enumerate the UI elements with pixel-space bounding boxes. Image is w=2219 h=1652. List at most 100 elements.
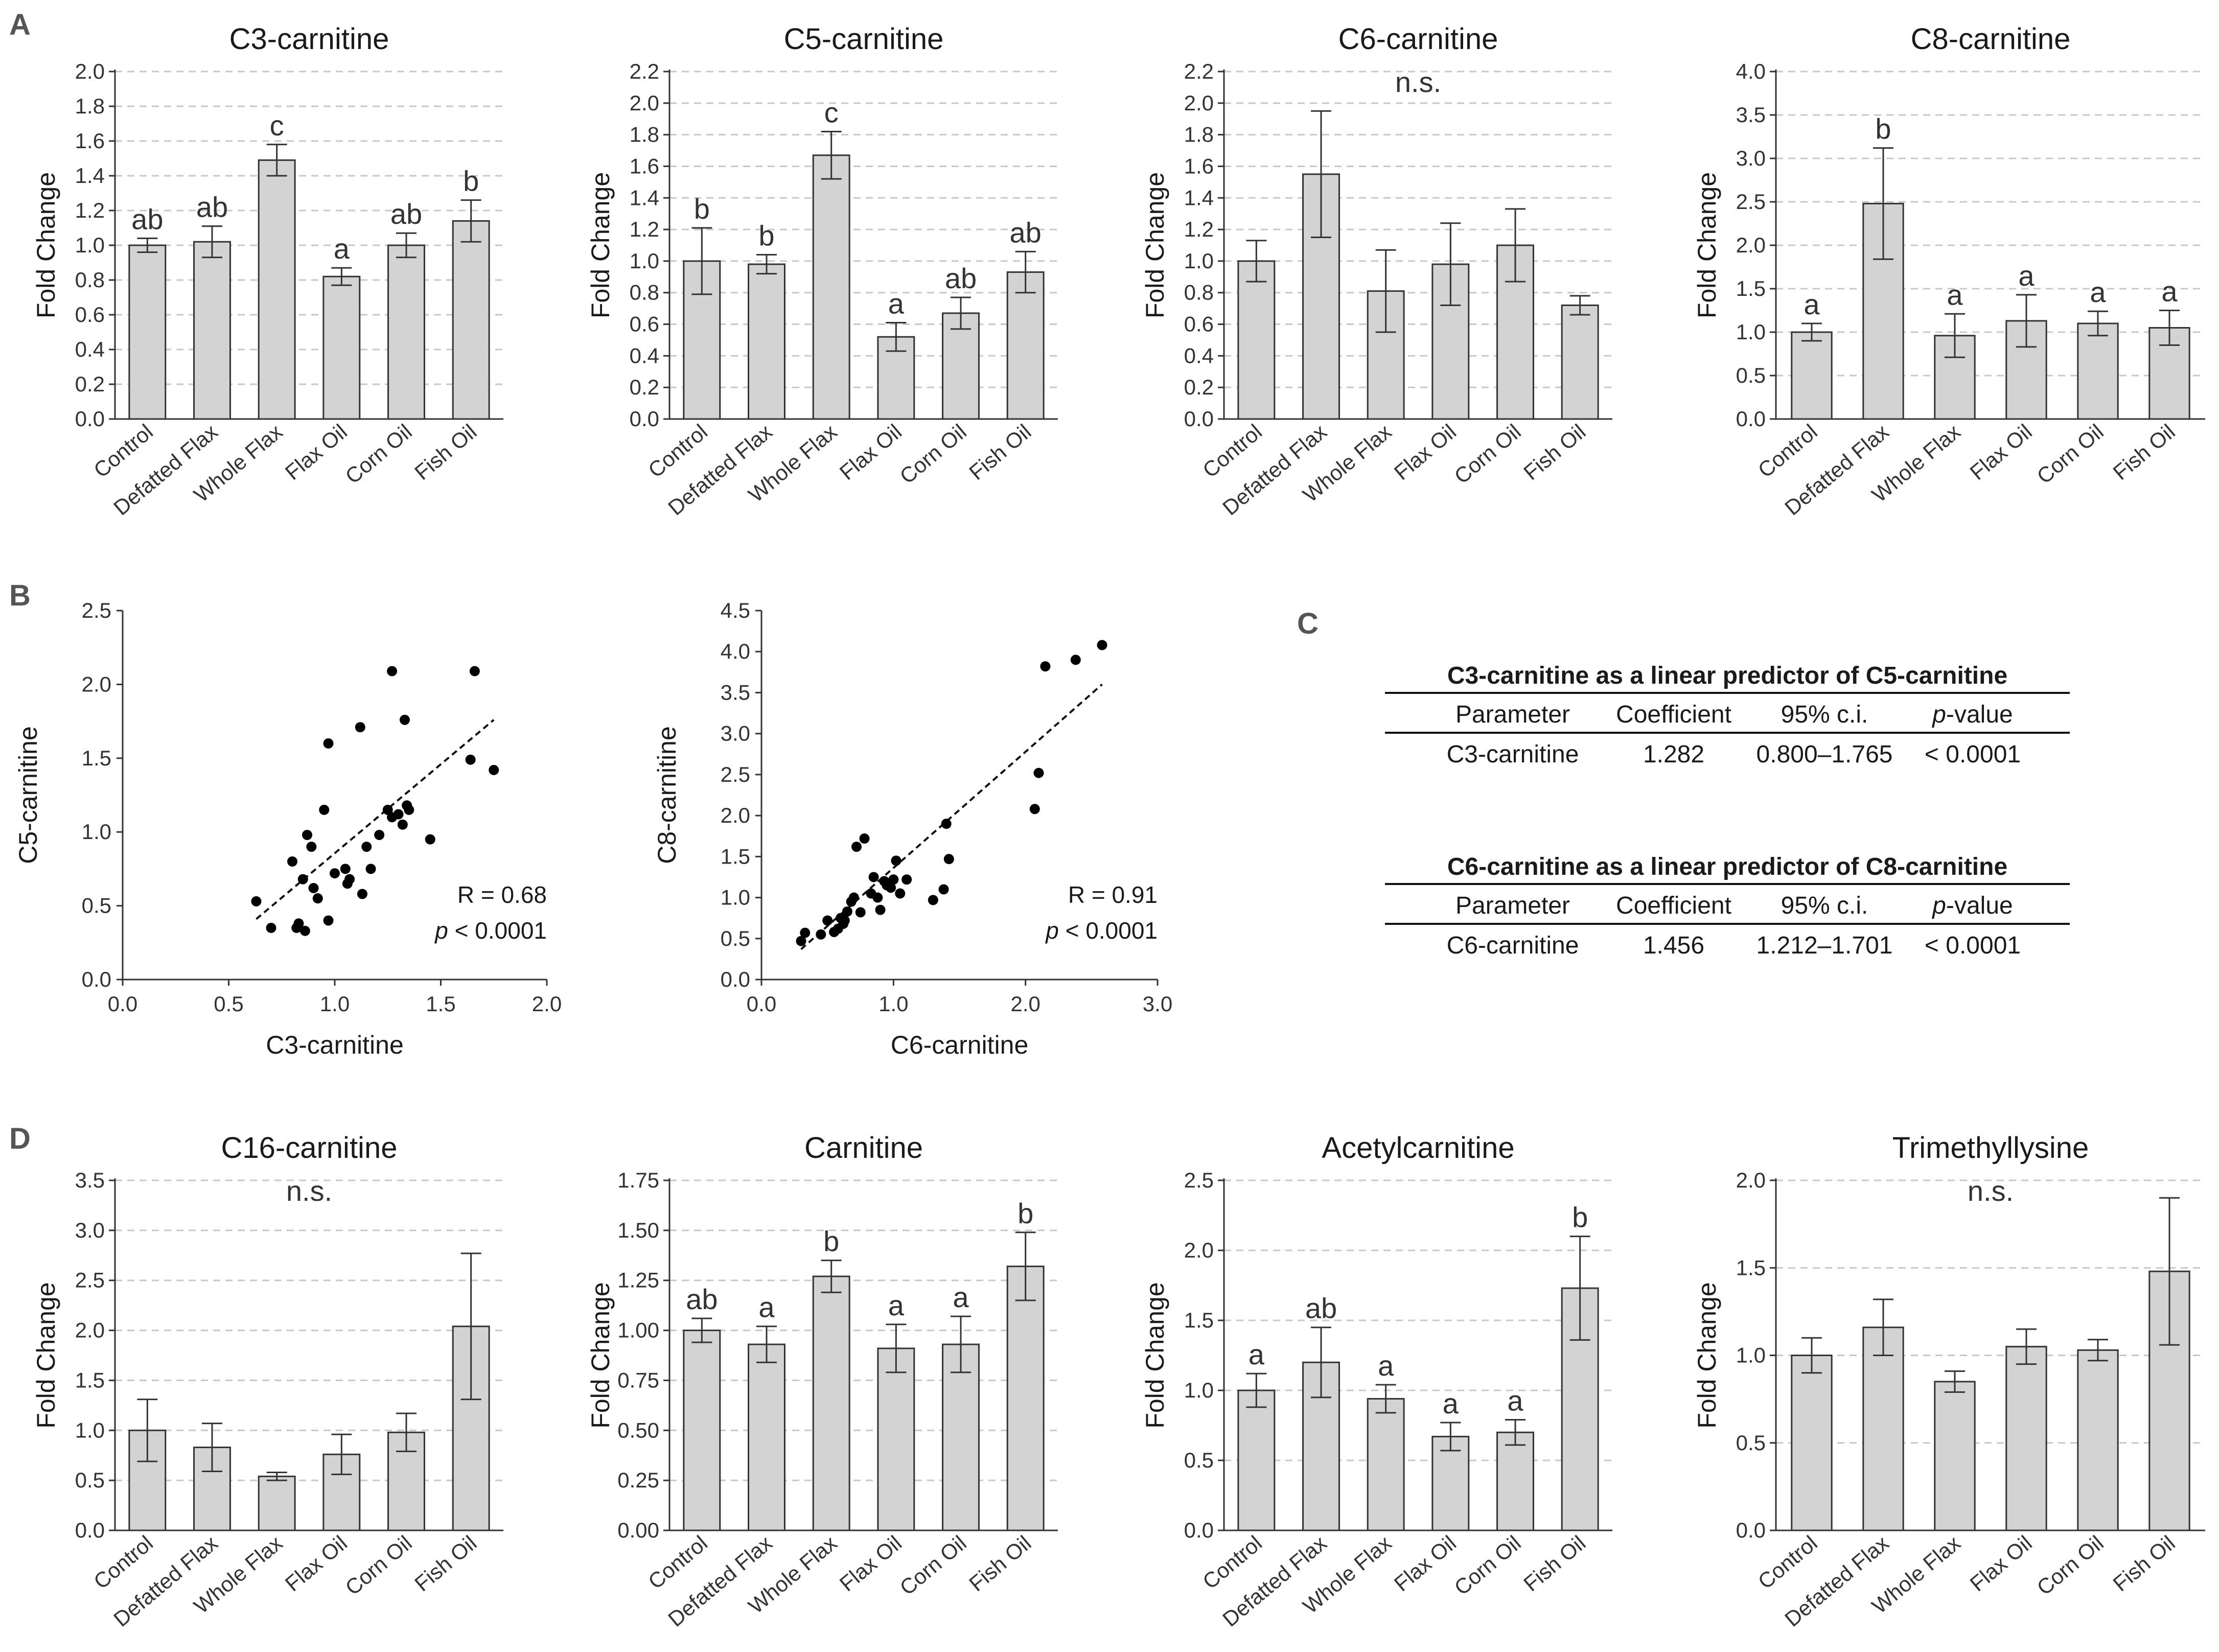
y-tick-label: 1.4 (75, 164, 105, 188)
y-axis-label: Fold Change (32, 172, 60, 318)
bar-chart-d1: 0.00.51.01.52.02.53.03.5ControlDefatted … (32, 1131, 503, 1631)
x-tick-label: Corn Oil (895, 1531, 971, 1600)
table-cell: C3-carnitine (1447, 741, 1579, 768)
significance-label: b (463, 165, 479, 197)
data-point (875, 904, 886, 915)
y-tick-label: 1.5 (1736, 1255, 1766, 1279)
significance-note: n.s. (1395, 66, 1441, 98)
x-tick-label: Fish Oil (2109, 1531, 2180, 1596)
y-tick-label: 1.0 (75, 1418, 105, 1442)
bar (877, 1347, 915, 1531)
significance-label: a (2161, 275, 2178, 308)
x-tick-label: Flax Oil (835, 1531, 906, 1596)
significance-label: c (270, 109, 284, 142)
data-point (323, 738, 334, 749)
x-axis-label: C6-carnitine (891, 1031, 1029, 1059)
data-point (796, 936, 806, 946)
significance-label: ab (131, 203, 163, 235)
x-tick-label: 3.0 (1143, 992, 1172, 1016)
data-point (846, 896, 857, 907)
data-point (868, 872, 879, 882)
y-tick-label: 3.5 (721, 680, 750, 704)
y-tick-label: 1.0 (1184, 1378, 1214, 1402)
bar (1006, 271, 1045, 420)
data-point (928, 895, 938, 905)
y-tick-label: 0.0 (721, 967, 750, 991)
panel-label-c: C (1297, 607, 1319, 640)
stat-p-value: < 0.0001 (1059, 917, 1158, 944)
y-axis-label: Fold Change (1693, 1282, 1721, 1428)
y-tick-label: 4.0 (721, 639, 750, 663)
y-tick-label: 0.0 (82, 967, 111, 991)
y-tick-label: 2.5 (82, 598, 111, 622)
x-tick-label: 2.0 (1010, 992, 1040, 1016)
data-point (855, 907, 866, 918)
bar (1006, 1265, 1045, 1531)
x-tick-label: Corn Oil (341, 420, 417, 488)
y-tick-label: 0.5 (721, 926, 750, 950)
x-tick-label: 1.0 (320, 992, 350, 1016)
chart-title: C3-carnitine (229, 22, 389, 56)
table-header-value: -value (1946, 701, 2013, 728)
significance-label: a (334, 232, 350, 265)
y-tick-label: 0.5 (1184, 1448, 1214, 1472)
y-tick-label: 0.6 (75, 303, 105, 327)
data-point (387, 666, 398, 677)
stat-p-symbol: p (434, 917, 448, 944)
y-axis-label: Fold Change (586, 1282, 615, 1428)
data-point (330, 868, 340, 879)
y-tick-label: 4.5 (721, 598, 750, 622)
y-tick-label: 0.0 (1184, 407, 1214, 431)
chart-title: C16-carnitine (221, 1131, 398, 1165)
data-point (1033, 767, 1044, 778)
data-point (1040, 661, 1051, 672)
table-header-p: p (1931, 892, 1946, 919)
y-tick-label: 0.8 (1184, 281, 1214, 305)
y-axis-label: Fold Change (1141, 1282, 1169, 1428)
x-tick-label: Flax Oil (1390, 420, 1461, 485)
x-tick-label: Fish Oil (1519, 1531, 1590, 1596)
bar (1934, 1381, 1976, 1531)
data-point (838, 918, 849, 929)
significance-label: b (823, 1225, 839, 1258)
significance-label: ab (945, 262, 977, 294)
y-tick-label: 2.0 (1184, 1238, 1214, 1262)
data-point (365, 864, 376, 874)
y-tick-label: 1.8 (75, 94, 105, 118)
data-point (374, 829, 385, 840)
bar (1791, 1355, 1833, 1531)
y-tick-label: 1.50 (617, 1218, 659, 1242)
data-point (302, 829, 313, 840)
x-tick-label: Flax Oil (1966, 420, 2037, 485)
y-tick-label: 1.0 (721, 886, 750, 910)
bar (812, 1275, 850, 1531)
x-tick-label: 1.0 (879, 992, 908, 1016)
y-tick-label: 1.8 (630, 123, 659, 147)
x-tick-label: Corn Oil (2032, 1531, 2108, 1600)
y-tick-label: 2.0 (721, 803, 750, 827)
data-point (822, 915, 833, 926)
y-tick-label: 0.0 (75, 407, 105, 431)
data-point (323, 915, 334, 926)
data-point (399, 714, 410, 725)
y-tick-label: 1.25 (617, 1268, 659, 1292)
x-tick-label: Corn Oil (1450, 1531, 1525, 1600)
data-point (344, 874, 355, 885)
data-point (340, 864, 351, 874)
y-tick-label: 2.0 (75, 59, 105, 83)
chart-title: Carnitine (804, 1131, 923, 1165)
table-cell: < 0.0001 (1925, 741, 2021, 768)
x-tick-label: Fish Oil (410, 420, 481, 485)
data-point (266, 922, 276, 933)
x-tick-label: 0.0 (108, 992, 137, 1016)
significance-label: c (824, 96, 839, 128)
data-point (872, 892, 883, 903)
bar (748, 263, 785, 420)
chart-title: C5-carnitine (784, 22, 944, 56)
bar-chart-a3: 0.00.20.40.60.81.01.21.41.61.82.02.2Cont… (1141, 22, 1612, 520)
data-point (306, 842, 317, 852)
chart-title: Acetylcarnitine (1322, 1131, 1514, 1165)
regression-tables: C3-carnitine as a linear predictor of C5… (1385, 662, 2070, 959)
bar (1237, 260, 1276, 420)
significance-label: a (1443, 1387, 1459, 1420)
